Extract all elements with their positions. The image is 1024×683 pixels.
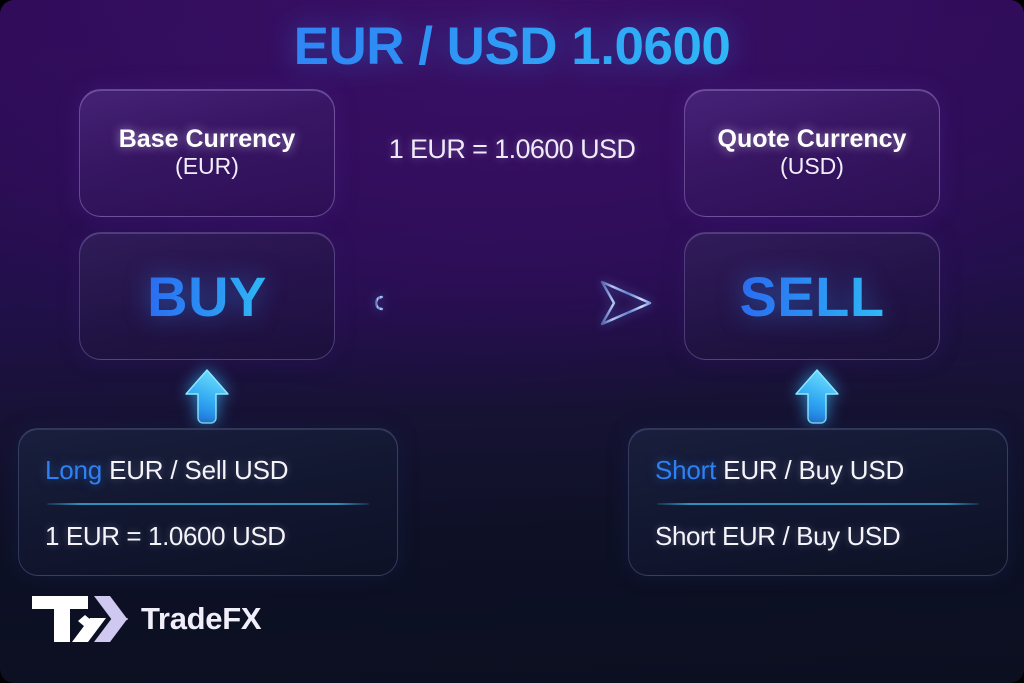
exchange-rate-text: 1 EUR = 1.0600 USD <box>388 134 636 164</box>
buy-card[interactable]: BUY <box>79 232 335 360</box>
long-card-divider <box>47 502 369 505</box>
short-position-card: Short EUR / Buy USD Short EUR / Buy USD <box>628 428 1008 576</box>
base-currency-title: Base Currency <box>118 124 296 153</box>
brand-logo: TradeFX <box>32 596 262 642</box>
quote-currency-title: Quote Currency <box>717 124 907 153</box>
brand-wordmark: TradeFX <box>141 601 262 636</box>
page-title: EUR / USD 1.0600 <box>0 16 1024 77</box>
long-position-headline: Long EUR / Sell USD <box>45 455 371 486</box>
long-position-detail: 1 EUR = 1.0600 USD <box>45 520 286 551</box>
base-currency-code: (EUR) <box>175 152 239 179</box>
short-rest-label: EUR / Buy USD <box>716 454 905 485</box>
base-currency-card: Base Currency (EUR) <box>79 89 335 217</box>
short-up-arrow-icon <box>795 369 839 424</box>
short-position-detail: Short EUR / Buy USD <box>655 520 901 551</box>
long-position-card: Long EUR / Sell USD 1 EUR = 1.0600 USD <box>18 428 398 576</box>
sell-card[interactable]: SELL <box>684 232 940 360</box>
sell-label: SELL <box>739 264 885 328</box>
buy-to-sell-arrow-icon <box>374 280 652 326</box>
long-up-arrow-icon <box>185 369 229 424</box>
short-accent-label: Short <box>655 454 717 485</box>
quote-currency-card: Quote Currency (USD) <box>684 89 940 217</box>
long-accent-label: Long <box>45 454 103 485</box>
short-card-divider <box>657 502 979 505</box>
long-rest-label: EUR / Sell USD <box>102 454 289 485</box>
tradefx-monogram-icon <box>32 596 128 642</box>
buy-label: BUY <box>147 264 267 328</box>
quote-currency-code: (USD) <box>780 152 844 179</box>
short-position-headline: Short EUR / Buy USD <box>655 455 981 486</box>
